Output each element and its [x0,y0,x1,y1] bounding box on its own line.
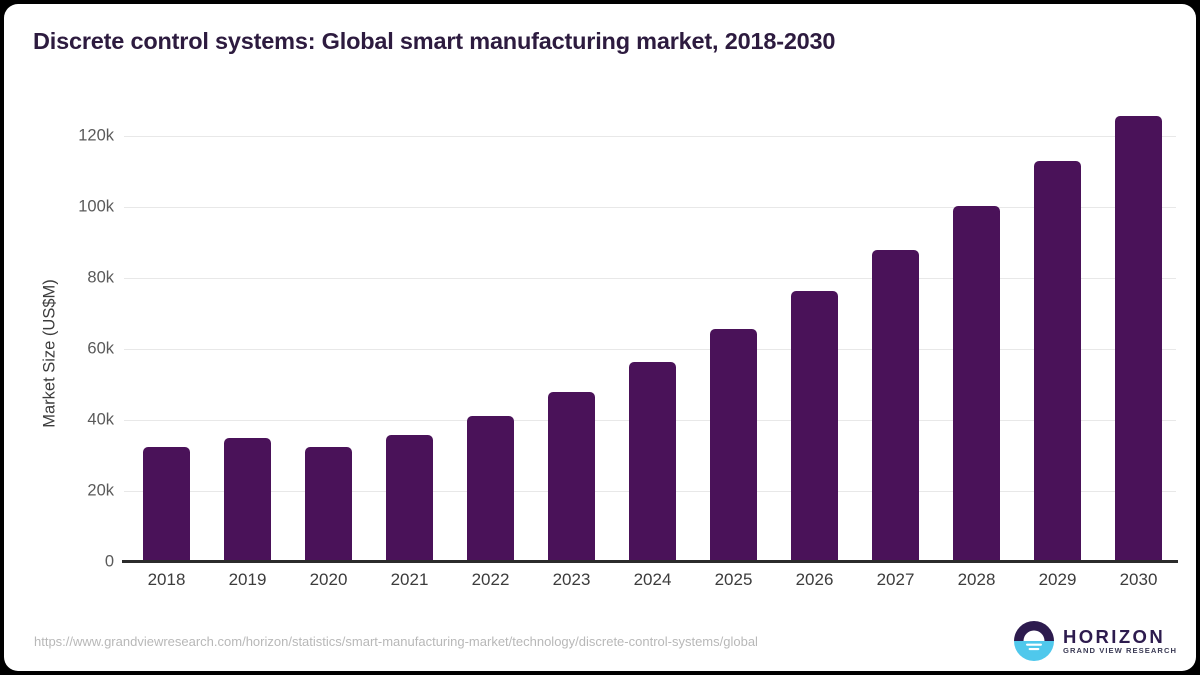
bar[interactable] [224,438,271,562]
x-axis-tick-label: 2026 [795,570,834,589]
bar[interactable] [710,329,757,562]
chart-card: Discrete control systems: Global smart m… [4,4,1196,671]
bar[interactable] [629,361,676,562]
bar[interactable] [791,290,838,562]
bar[interactable] [305,446,352,562]
x-axis-tick-label: 2024 [633,570,672,589]
x-axis-line [122,560,1178,563]
bar[interactable] [386,434,433,562]
gridline [124,348,1176,350]
x-axis-tick-label: 2027 [876,570,915,589]
y-axis-tick-label: 60k [87,339,114,358]
gridline [124,277,1176,279]
x-axis-tick-label: 2028 [957,570,996,589]
bar-chart: Market Size (US$M) 0 20k 40k 60k 80k 100k 120k… [4,4,1196,671]
y-axis-tick-label: 80k [87,268,114,287]
x-axis-tick-label: 2019 [228,570,267,589]
x-axis-tick-label: 2029 [1038,570,1077,589]
horizon-logo[interactable]: HORIZON GRAND VIEW RESEARCH [1014,621,1177,661]
logo-wordmark: HORIZON GRAND VIEW RESEARCH [1063,625,1178,656]
bar[interactable] [467,416,514,562]
source-url[interactable]: https://www.grandviewresearch.com/horizo… [34,634,758,649]
bar[interactable] [1115,115,1162,562]
y-axis-tick-label: 40k [87,410,114,429]
x-axis-tick-label: 2020 [309,570,348,589]
bar[interactable] [872,250,919,562]
x-axis-tick-label: 2021 [390,570,429,589]
bar[interactable] [953,205,1000,562]
x-axis-tick-label: 2030 [1119,570,1158,589]
bar[interactable] [143,447,190,562]
x-axis-tick-label: 2023 [552,570,591,589]
x-axis-tick-label: 2022 [471,570,510,589]
y-axis-tick-label: 0 [104,552,114,570]
logo-subtitle: GRAND VIEW RESEARCH [1063,646,1178,656]
y-axis-tick-label: 120k [78,126,114,145]
horizon-sun-circle-icon [1014,621,1054,661]
bar[interactable] [1034,160,1081,562]
gridline [124,206,1176,208]
page-title: Discrete control systems: Global smart m… [33,28,836,54]
gridline [124,136,1176,137]
x-axis-tick-label: 2025 [714,570,753,589]
y-axis-tick-label: 20k [87,481,114,500]
y-axis-tick-label: 100k [78,197,114,216]
x-axis-tick-label: 2018 [147,570,186,589]
logo-name: HORIZON [1063,625,1166,647]
bar[interactable] [548,392,595,562]
